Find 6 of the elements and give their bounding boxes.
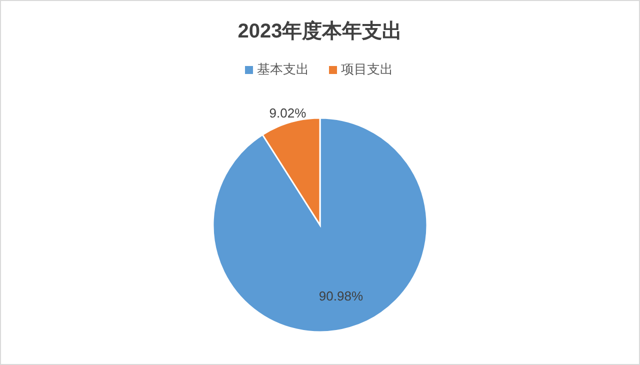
pie-slice bbox=[212, 117, 428, 333]
legend-label: 项目支出 bbox=[341, 61, 393, 76]
data-label: 90.98% bbox=[318, 288, 364, 304]
legend-label: 基本支出 bbox=[257, 61, 309, 76]
chart-title: 2023年度本年支出 bbox=[238, 19, 402, 42]
data-label: 9.02% bbox=[269, 105, 307, 120]
